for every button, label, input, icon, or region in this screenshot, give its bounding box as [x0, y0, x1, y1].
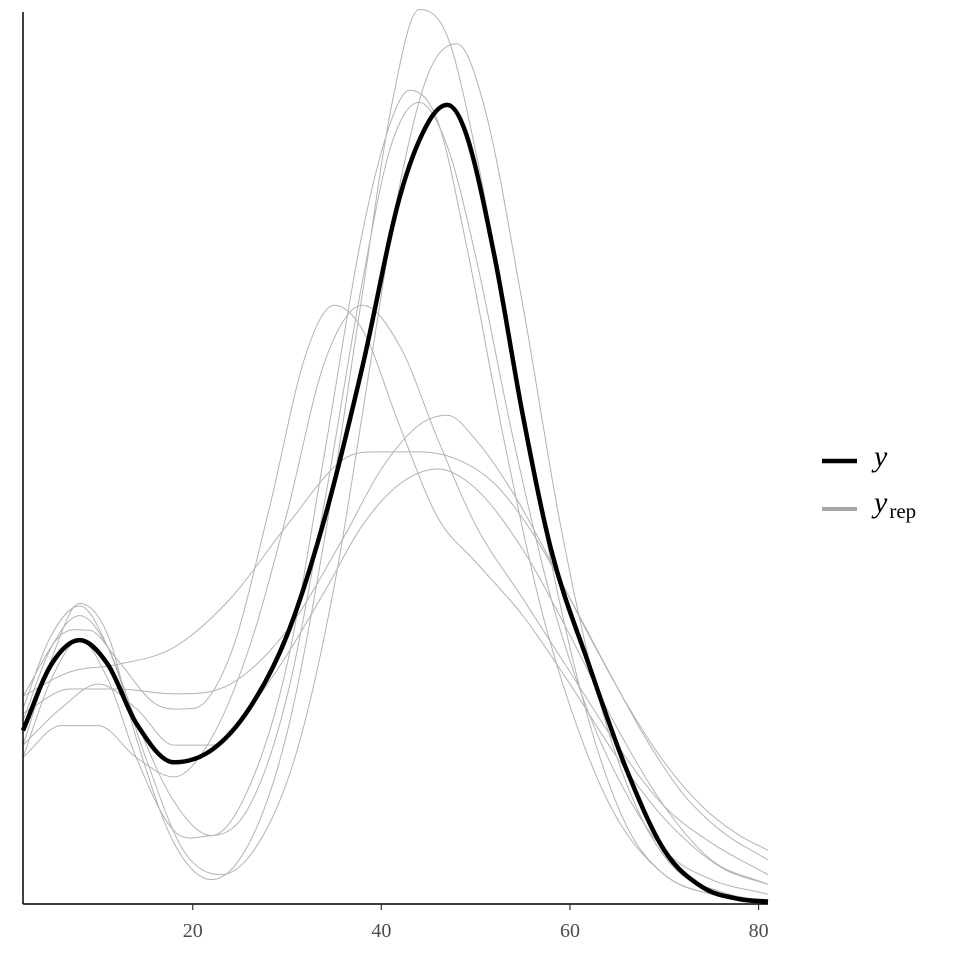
series-yrep-line-1: [22, 414, 769, 851]
series-yrep-line-8: [22, 89, 769, 903]
series-yrep-line-7: [22, 43, 769, 903]
series-yrep-line-4: [22, 304, 769, 876]
legend-label-yrep-subscript: rep: [889, 499, 916, 523]
observed-series-layer: [20, 102, 769, 904]
series-yrep-line-6: [22, 9, 769, 903]
x-tick-label: 40: [371, 920, 391, 942]
x-axis-ticks: 20 40 60 80: [183, 904, 769, 942]
series-y-line: [20, 102, 769, 904]
replicated-series-layer: [22, 9, 769, 903]
legend-label-y: y: [871, 440, 888, 473]
x-tick-label: 60: [560, 920, 580, 942]
legend-label-yrep-symbol: y: [871, 486, 888, 519]
x-tick-label: 80: [749, 920, 769, 942]
series-yrep-line-2: [22, 451, 769, 861]
legend: y yrep: [822, 440, 916, 523]
legend-item-yrep: yrep: [822, 486, 916, 523]
legend-item-y: y: [822, 440, 888, 473]
x-tick-label: 20: [183, 920, 203, 942]
legend-label-yrep: yrep: [871, 486, 916, 523]
series-yrep-line-3: [22, 468, 769, 885]
